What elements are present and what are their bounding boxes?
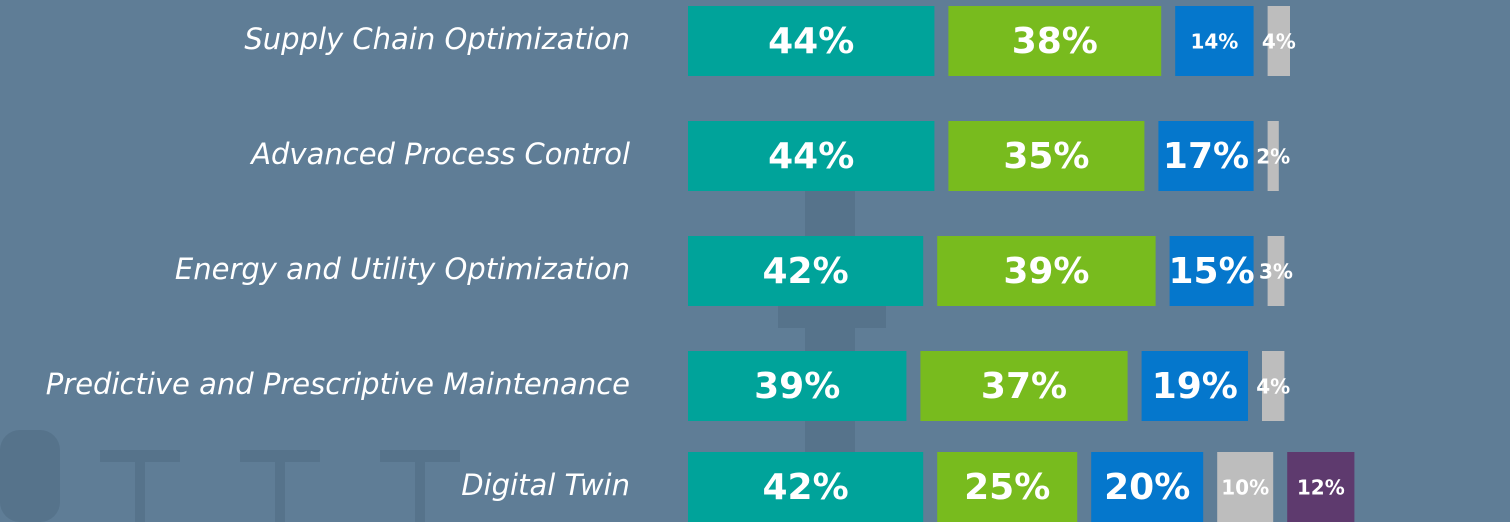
data-label: 2%: [1256, 145, 1290, 169]
data-label: 4%: [1256, 375, 1290, 399]
data-label: 17%: [1163, 136, 1249, 177]
data-label: 10%: [1221, 476, 1269, 500]
category-label: Energy and Utility Optimization: [175, 252, 630, 286]
data-label: 19%: [1152, 366, 1238, 407]
chart: Supply Chain Optimization 44% 38% 14% 4% Adva…: [0, 0, 1510, 522]
data-label: 44%: [768, 21, 854, 62]
data-label: 12%: [1297, 476, 1345, 500]
data-label: 37%: [981, 366, 1067, 407]
data-label: 15%: [1169, 251, 1255, 292]
data-label: 39%: [754, 366, 840, 407]
category-label: Supply Chain Optimization: [244, 22, 630, 56]
data-label: 35%: [1003, 136, 1089, 177]
data-label: 3%: [1259, 260, 1293, 284]
category-label: Advanced Process Control: [249, 137, 630, 171]
data-label: 39%: [1003, 251, 1089, 292]
category-label: Digital Twin: [461, 468, 630, 502]
data-label: 38%: [1012, 21, 1098, 62]
data-label: 42%: [763, 251, 849, 292]
data-label: 44%: [768, 136, 854, 177]
data-label: 20%: [1104, 467, 1190, 508]
data-label: 25%: [964, 467, 1050, 508]
data-label: 42%: [763, 467, 849, 508]
data-label: 14%: [1190, 30, 1238, 54]
category-label: Predictive and Prescriptive Maintenance: [46, 367, 630, 401]
data-label: 4%: [1262, 30, 1296, 54]
